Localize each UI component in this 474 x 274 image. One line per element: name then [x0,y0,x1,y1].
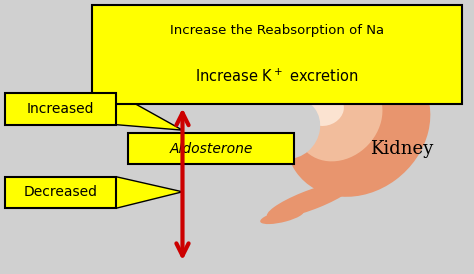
Ellipse shape [306,93,344,126]
Text: Kidney: Kidney [370,140,433,158]
FancyBboxPatch shape [92,5,462,104]
Text: Increased: Increased [27,102,94,116]
Text: Increase K$^+$ excretion: Increase K$^+$ excretion [195,68,359,85]
Ellipse shape [295,74,383,161]
FancyBboxPatch shape [5,177,116,208]
Ellipse shape [263,99,320,159]
Text: Decreased: Decreased [23,185,98,199]
Ellipse shape [260,209,304,224]
Text: Aldosterone: Aldosterone [169,142,253,156]
Polygon shape [116,177,182,208]
FancyBboxPatch shape [128,133,294,164]
FancyBboxPatch shape [5,93,116,125]
Ellipse shape [285,55,430,197]
Text: Increase the Reabsorption of Na: Increase the Reabsorption of Na [170,24,384,37]
Polygon shape [116,93,182,130]
Ellipse shape [267,181,354,219]
